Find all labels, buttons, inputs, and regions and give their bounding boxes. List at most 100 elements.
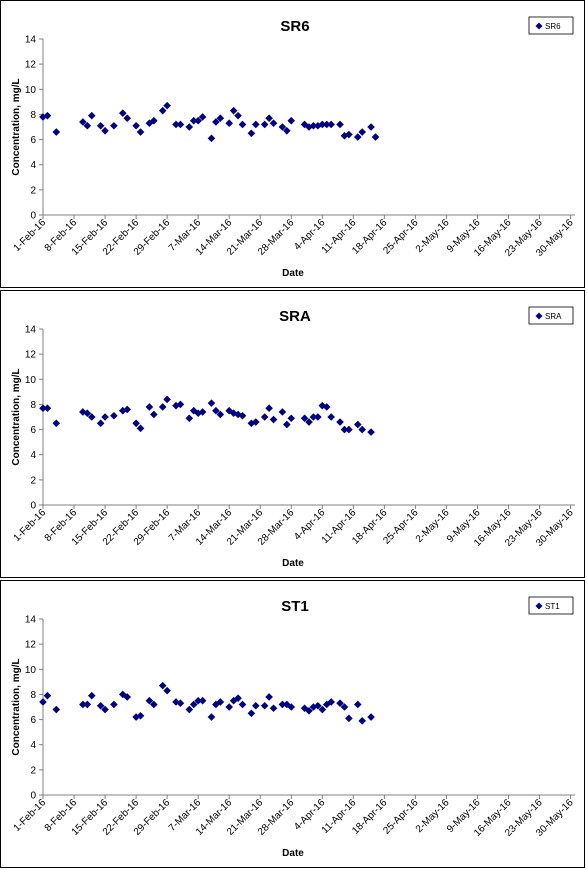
data-point bbox=[83, 121, 92, 130]
data-point bbox=[216, 114, 225, 122]
data-point bbox=[247, 129, 256, 138]
data-point bbox=[265, 114, 273, 122]
data-point bbox=[52, 705, 61, 714]
y-tick-label: 14 bbox=[25, 615, 37, 626]
data-point bbox=[110, 411, 118, 420]
legend-box bbox=[528, 306, 574, 325]
y-tick-label: 8 bbox=[30, 400, 36, 411]
data-point bbox=[269, 704, 278, 713]
data-point bbox=[158, 403, 167, 411]
data-point bbox=[189, 116, 198, 125]
x-tick-label: 1-Feb-16 bbox=[12, 507, 49, 544]
data-point bbox=[358, 425, 366, 434]
x-tick-label: 1-Feb-16 bbox=[12, 217, 49, 254]
legend-label: ST1 bbox=[545, 602, 560, 611]
data-point bbox=[194, 696, 202, 705]
y-tick-label: 12 bbox=[25, 60, 37, 71]
data-point bbox=[327, 120, 335, 129]
data-point bbox=[305, 706, 313, 715]
data-point bbox=[43, 404, 52, 412]
x-tick-label: 1-Feb-16 bbox=[12, 797, 49, 834]
data-point bbox=[185, 705, 194, 714]
data-point bbox=[52, 128, 61, 136]
data-point bbox=[318, 120, 327, 129]
data-point bbox=[225, 119, 233, 128]
data-point bbox=[158, 681, 167, 690]
data-point bbox=[132, 121, 140, 130]
chart-panel-st1: ST1 Date Concentration, mg/L ST1 0 2 4 6 8 10… bbox=[0, 580, 585, 868]
axes: 024681012141-Feb-168-Feb-1615-Feb-1622-F… bbox=[12, 35, 576, 259]
data-point bbox=[39, 698, 47, 706]
legend-marker bbox=[535, 602, 543, 610]
y-axis-label: Concentration, mg/L bbox=[11, 78, 22, 175]
data-point bbox=[287, 414, 296, 423]
data-point bbox=[340, 425, 349, 434]
y-tick-label: 0 bbox=[30, 501, 36, 512]
data-point bbox=[247, 709, 256, 718]
data-point bbox=[132, 419, 140, 428]
data-point bbox=[345, 130, 353, 139]
data-point bbox=[207, 399, 216, 407]
chart-panel-sra: SRA Date Concentration, mg/L SRA 0 2 4 6 8 10… bbox=[0, 290, 585, 578]
data-point bbox=[96, 121, 105, 130]
data-point bbox=[252, 418, 260, 426]
x-axis-label: Date bbox=[282, 268, 304, 279]
data-point bbox=[371, 133, 380, 141]
data-point bbox=[260, 120, 269, 129]
data-point bbox=[136, 424, 145, 433]
data-point bbox=[39, 404, 47, 412]
data-point bbox=[327, 413, 335, 421]
legend-marker bbox=[535, 22, 543, 30]
data-point bbox=[265, 693, 273, 701]
data-point bbox=[336, 418, 344, 426]
data-point bbox=[123, 405, 132, 414]
data-point bbox=[358, 128, 366, 136]
data-point bbox=[234, 410, 242, 419]
data-point bbox=[83, 409, 92, 418]
data-point bbox=[87, 111, 96, 120]
data-point bbox=[52, 419, 61, 428]
data-point bbox=[225, 703, 233, 711]
y-tick-label: 14 bbox=[25, 325, 37, 336]
data-point bbox=[176, 699, 185, 708]
data-point bbox=[110, 121, 118, 130]
series-points bbox=[39, 681, 375, 725]
data-point bbox=[119, 109, 127, 117]
y-axis-label: Concentration, mg/L bbox=[11, 658, 22, 755]
data-point bbox=[238, 700, 247, 709]
data-point bbox=[314, 413, 322, 421]
y-tick-label: 12 bbox=[25, 350, 37, 361]
data-point bbox=[83, 700, 92, 709]
data-point bbox=[353, 420, 362, 429]
data-point bbox=[336, 699, 344, 708]
data-point bbox=[123, 114, 132, 122]
data-point bbox=[96, 419, 105, 428]
y-tick-label: 8 bbox=[30, 110, 36, 121]
axes: 024681012141-Feb-168-Feb-1615-Feb-1622-F… bbox=[12, 615, 576, 839]
data-point bbox=[265, 404, 273, 412]
data-point bbox=[287, 116, 296, 125]
legend: SRA bbox=[528, 306, 574, 325]
data-point bbox=[314, 701, 322, 710]
chart-title: ST1 bbox=[281, 598, 309, 615]
legend-box bbox=[528, 16, 574, 35]
data-point bbox=[252, 120, 260, 129]
data-point bbox=[322, 120, 331, 129]
y-tick-label: 4 bbox=[30, 160, 36, 171]
data-point bbox=[212, 118, 220, 126]
y-tick-label: 8 bbox=[30, 690, 36, 701]
data-point bbox=[145, 696, 154, 705]
data-point bbox=[358, 717, 366, 725]
data-point bbox=[353, 700, 362, 709]
y-tick-label: 14 bbox=[25, 35, 37, 46]
data-point bbox=[163, 686, 171, 695]
data-point bbox=[176, 120, 185, 129]
data-point bbox=[278, 408, 287, 416]
legend-label: SR6 bbox=[545, 22, 561, 31]
x-axis-label: Date bbox=[282, 848, 304, 859]
data-point bbox=[96, 701, 105, 710]
chart-title: SR6 bbox=[280, 18, 309, 35]
data-point bbox=[260, 413, 269, 421]
y-tick-label: 4 bbox=[30, 450, 36, 461]
data-point bbox=[340, 132, 349, 140]
